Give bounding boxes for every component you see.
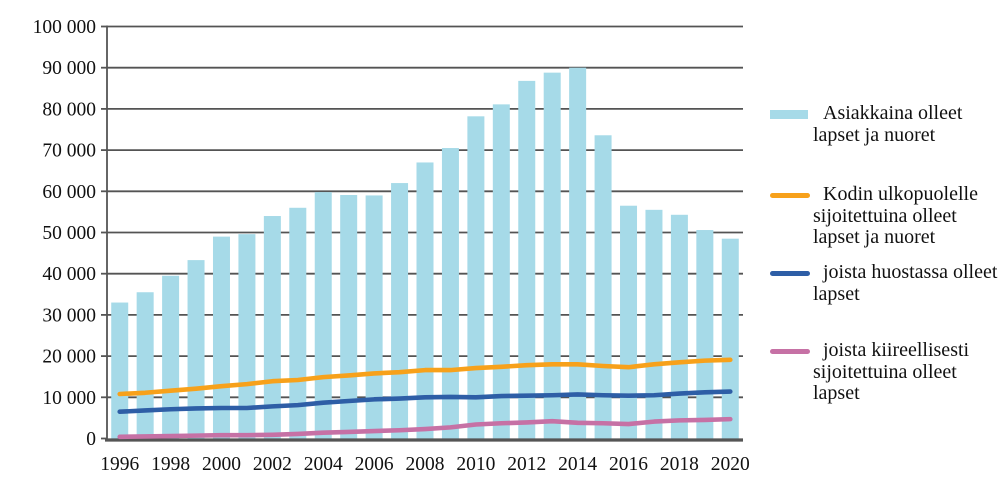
bar-1996 xyxy=(111,302,129,439)
bar-2006 xyxy=(365,195,383,439)
legend-item-kodin-ulkopuolelle-swatch xyxy=(770,193,810,198)
x-tick-label: 2016 xyxy=(609,454,648,475)
x-tick-label: 2002 xyxy=(253,454,292,475)
legend-label-line: lapset xyxy=(813,282,860,305)
x-tick-label: 2012 xyxy=(507,454,546,475)
bar-2018 xyxy=(670,214,688,439)
legend-item-kodin-ulkopuolelle-label: Kodin ulkopuolelle sijoitettuina olleet la… xyxy=(813,183,978,249)
legend-label-line: Asiakkaina olleet xyxy=(823,102,963,124)
bar-2020 xyxy=(721,238,739,439)
x-tick-label: 2014 xyxy=(558,454,597,475)
legend-item-kodin-ulkopuolelle: Kodin ulkopuolelle sijoitettuina olleet la… xyxy=(765,183,978,249)
y-tick-label: 60 000 xyxy=(42,182,96,203)
y-tick-label: 30 000 xyxy=(42,305,96,326)
bar-2011 xyxy=(492,104,510,439)
bar-2012 xyxy=(518,80,536,439)
x-tick-label: 2010 xyxy=(456,454,495,475)
x-tick-label: 2008 xyxy=(406,454,445,475)
bar-2015 xyxy=(594,135,612,439)
y-tick-label: 10 000 xyxy=(42,388,96,409)
legend-item-kiireellisesti-swatch-column xyxy=(765,340,813,354)
y-tick-label: 80 000 xyxy=(42,99,96,120)
x-tick-label: 2006 xyxy=(355,454,394,475)
bar-1998 xyxy=(162,275,180,439)
x-tick-label: 1998 xyxy=(151,454,190,475)
legend-item-kiireellisesti: joista kiireellisesti sijoitettuina ollee… xyxy=(765,339,970,405)
y-tick-label: 70 000 xyxy=(42,141,96,162)
bar-2010 xyxy=(467,116,485,439)
bar-2017 xyxy=(645,209,663,439)
legend-label-line: sijoitettuina olleet xyxy=(813,360,957,383)
legend-label-line: lapset ja nuoret xyxy=(813,123,936,146)
y-tick-label: 20 000 xyxy=(42,347,96,368)
y-tick-label: 0 xyxy=(86,429,96,450)
bar-2009 xyxy=(441,148,459,439)
x-tick-label: 2020 xyxy=(711,454,750,475)
legend-label-line: lapset ja nuoret xyxy=(813,226,936,248)
legend-item-huostassa-swatch-column xyxy=(765,262,813,276)
x-tick-label: 2018 xyxy=(660,454,699,475)
legend-label-line: joista kiireellisesti xyxy=(823,339,970,361)
chart-legend: Asiakkaina olleet lapset ja nuoret Kodin u… xyxy=(765,0,1004,501)
series-line-custody xyxy=(117,389,733,415)
legend-label-line: lapset xyxy=(813,382,860,404)
bar-1999 xyxy=(187,260,205,439)
legend-item-asiakkaina-swatch-column xyxy=(765,103,813,119)
bar-2001 xyxy=(238,234,256,439)
legend-label-line: Kodin ulkopuolelle xyxy=(823,183,978,205)
y-tick-label: 90 000 xyxy=(42,58,96,79)
legend-item-asiakkaina-label: Asiakkaina olleet lapset ja nuoret xyxy=(813,102,963,146)
x-tick-label: 2000 xyxy=(202,454,241,475)
legend-item-kiireellisesti-label: joista kiireellisesti sijoitettuina ollee… xyxy=(813,339,970,405)
legend-item-huostassa-label: joista huostassa olleet lapset xyxy=(813,261,998,305)
y-tick-label: 100 000 xyxy=(33,17,96,38)
legend-label-line: sijoitettuina olleet xyxy=(813,204,957,227)
bar-1997 xyxy=(136,292,154,439)
bar-2014 xyxy=(569,67,587,439)
bar-2016 xyxy=(620,205,638,439)
legend-label-line: joista huostassa olleet xyxy=(823,261,998,283)
legend-item-asiakkaina: Asiakkaina olleet lapset ja nuoret xyxy=(765,102,963,146)
bar-2019 xyxy=(696,230,714,439)
y-tick-label: 40 000 xyxy=(42,264,96,285)
legend-item-huostassa: joista huostassa olleet lapset xyxy=(765,261,998,305)
legend-item-kodin-ulkopuolelle-swatch-column xyxy=(765,184,813,198)
bar-2013 xyxy=(543,72,561,439)
series-line-placed xyxy=(117,357,733,397)
legend-item-asiakkaina-swatch xyxy=(770,110,808,119)
series-line-emergency xyxy=(117,416,733,440)
y-tick-label: 50 000 xyxy=(42,223,96,244)
legend-item-huostassa-swatch xyxy=(770,271,810,276)
x-tick-label: 1996 xyxy=(100,454,139,475)
legend-item-kiireellisesti-swatch xyxy=(770,349,810,354)
x-tick-label: 2004 xyxy=(304,454,343,475)
